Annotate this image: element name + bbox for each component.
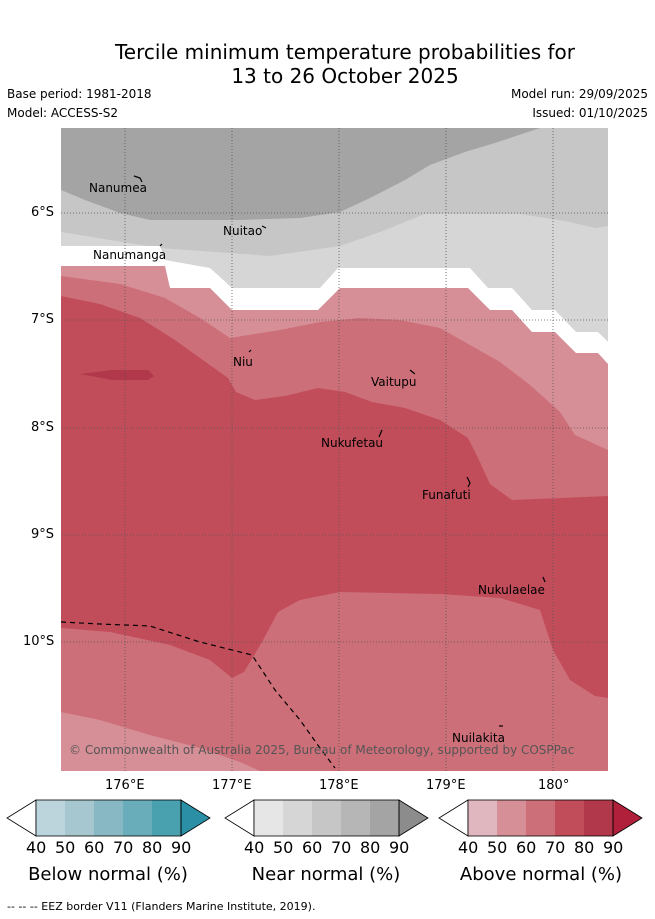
above-normal-swatch-40 [468, 800, 497, 836]
near-normal-tick-50: 50 [273, 838, 294, 857]
above-normal-tick-70: 70 [545, 838, 566, 857]
above-normal-tick-60: 60 [516, 838, 537, 857]
place-label-vaitupu: Vaitupu [371, 375, 417, 389]
below-normal-tick-40: 40 [26, 838, 47, 857]
below-normal-swatch-80 [152, 800, 181, 836]
below-normal-tick-90: 90 [171, 838, 192, 857]
lat-label-7s: 7°S [31, 312, 55, 327]
near-normal-swatch-50 [283, 800, 312, 836]
base-period: Base period: 1981-2018 [7, 87, 152, 101]
colorbar-above-normal [438, 799, 643, 837]
above-normal-swatch-60 [526, 800, 555, 836]
island-mark-vaitupu [409, 369, 416, 375]
below-normal-swatch-40 [36, 800, 65, 836]
below-normal-tick-50: 50 [55, 838, 76, 857]
island-mark-nuitao [261, 225, 267, 229]
above-normal-80-patch [80, 370, 154, 380]
graticule [61, 128, 608, 771]
below-normal-high-arrow [180, 799, 211, 837]
lon-label-179e: 179°E [426, 778, 466, 793]
below-normal-swatch-50 [65, 800, 94, 836]
island-marks [133, 175, 546, 727]
above-normal-title: Above normal (%) [459, 864, 623, 885]
above-normal-high-arrow [612, 799, 643, 837]
place-label-nanumanga: Nanumanga [93, 248, 166, 262]
colorbar-near-normal [224, 799, 429, 837]
near-normal-swatch-80 [370, 800, 399, 836]
lat-label-10s: 10°S [23, 634, 55, 649]
lat-label-9s: 9°S [31, 527, 55, 542]
lon-label-180: 180° [538, 778, 570, 793]
issued-date: Issued: 01/10/2025 [532, 106, 648, 120]
place-label-nuilakita: Nuilakita [452, 731, 505, 745]
place-label-funafuti: Funafuti [422, 488, 471, 502]
near-normal-title: Near normal (%) [251, 864, 401, 885]
copyright-notice: © Commonwealth of Australia 2025, Bureau… [69, 743, 574, 757]
below-normal-low-arrow [6, 799, 37, 837]
above-normal-tick-90: 90 [603, 838, 624, 857]
lon-label-176e: 176°E [105, 778, 145, 793]
island-mark-nukufetau [378, 429, 383, 438]
chart-title: Tercile minimum temperature probabilitie… [0, 40, 655, 88]
place-label-nuitao: Nuitao [223, 224, 262, 238]
above-normal-swatch-80 [584, 800, 613, 836]
near-normal-tick-80: 80 [360, 838, 381, 857]
below-normal-swatch-60 [94, 800, 123, 836]
lat-label-8s: 8°S [31, 420, 55, 435]
below-normal-swatch-70 [123, 800, 152, 836]
near-normal-high-arrow [398, 799, 429, 837]
above-normal-swatch-70 [555, 800, 584, 836]
island-mark-nanumea [133, 175, 143, 183]
above-normal-70-zone [61, 296, 608, 698]
near-normal-tick-70: 70 [331, 838, 352, 857]
island-mark-nanumanga [159, 243, 163, 247]
lon-label-177e: 177°E [212, 778, 252, 793]
place-label-nukulaelae: Nukulaelae [478, 583, 545, 597]
island-mark-nukulaelae [542, 576, 546, 583]
lat-label-6s: 6°S [31, 205, 55, 220]
near-normal-swatch-60 [312, 800, 341, 836]
place-label-nanumea: Nanumea [89, 181, 147, 195]
title-line-1: Tercile minimum temperature probabilitie… [114, 40, 576, 64]
place-label-nukufetau: Nukufetau [321, 436, 383, 450]
near-normal-tick-40: 40 [244, 838, 265, 857]
near-normal-low-arrow [224, 799, 255, 837]
below-normal-tick-80: 80 [142, 838, 163, 857]
above-normal-tick-80: 80 [574, 838, 595, 857]
colorbar-below-normal [6, 799, 211, 837]
near-normal-swatch-70 [341, 800, 370, 836]
model-run: Model run: 29/09/2025 [510, 87, 648, 101]
above-normal-low-arrow [438, 799, 469, 837]
island-mark-niu [248, 349, 252, 353]
near-normal-tick-90: 90 [389, 838, 410, 857]
above-normal-tick-40: 40 [458, 838, 479, 857]
above-normal-50-south-zone [61, 712, 260, 771]
near-normal-swatch-40 [254, 800, 283, 836]
title-line-2: 13 to 26 October 2025 [231, 64, 459, 88]
above-normal-swatch-50 [497, 800, 526, 836]
below-normal-tick-60: 60 [84, 838, 105, 857]
eez-border-line [60, 621, 336, 769]
eez-footnote: -- -- -- EEZ border V11 (Flanders Marine… [7, 900, 316, 913]
near-normal-80-zone [61, 128, 540, 220]
above-normal-tick-50: 50 [487, 838, 508, 857]
place-label-niu: Niu [233, 355, 253, 369]
island-mark-funafuti [466, 476, 471, 488]
near-normal-tick-60: 60 [302, 838, 323, 857]
below-normal-title: Below normal (%) [28, 864, 188, 885]
lon-label-178e: 178°E [319, 778, 359, 793]
model-name: Model: ACCESS-S2 [7, 106, 119, 120]
below-normal-tick-70: 70 [113, 838, 134, 857]
